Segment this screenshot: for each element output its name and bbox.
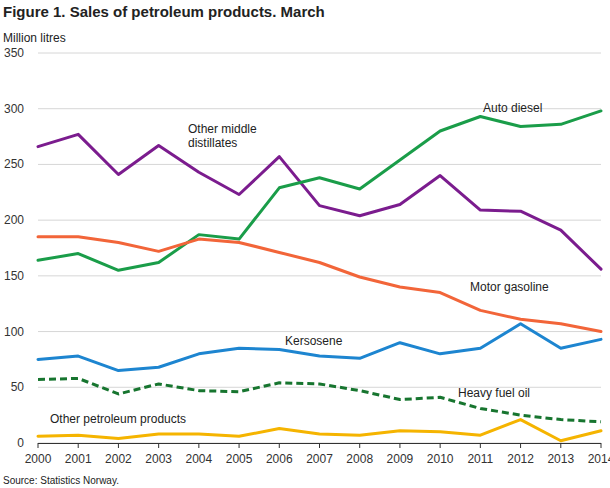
x-tick-label: 2007 bbox=[306, 452, 333, 466]
title: Figure 1. Sales of petroleum products. M… bbox=[3, 3, 325, 20]
y-tick-label: 100 bbox=[4, 325, 24, 339]
y-tick-label: 200 bbox=[4, 213, 24, 227]
grid-line bbox=[38, 275, 601, 276]
series-label: Other middledistillates bbox=[188, 122, 257, 150]
series-label: Kersosene bbox=[285, 334, 343, 348]
plot-area bbox=[38, 111, 601, 441]
x-tick-label: 2005 bbox=[226, 452, 253, 466]
y-label: Million litres bbox=[3, 31, 66, 45]
series-label: Motor gasoline bbox=[470, 280, 549, 294]
chart: Figure 1. Sales of petroleum products. M… bbox=[0, 0, 610, 488]
series-line bbox=[38, 134, 601, 269]
x-tick bbox=[158, 443, 159, 448]
x-tick bbox=[560, 443, 561, 448]
series-label: Auto diesel bbox=[483, 101, 542, 115]
x-tick-label: 2011 bbox=[467, 452, 493, 466]
source: Source: Statistics Norway. bbox=[3, 475, 119, 486]
grid-line bbox=[38, 53, 601, 54]
x-tick bbox=[399, 443, 400, 448]
x-tick-label: 2006 bbox=[266, 452, 293, 466]
x-tick bbox=[520, 443, 521, 448]
series-line bbox=[38, 111, 601, 270]
x-tick bbox=[480, 443, 481, 448]
series-line bbox=[38, 237, 601, 332]
x-tick-label: 2000 bbox=[25, 452, 52, 466]
x-tick bbox=[440, 443, 441, 448]
x-tick bbox=[359, 443, 360, 448]
label-line: Other middle bbox=[188, 122, 257, 136]
x-tick bbox=[118, 443, 119, 448]
x-tick bbox=[601, 443, 602, 448]
x-tick-label: 2008 bbox=[346, 452, 373, 466]
grid-line bbox=[38, 220, 601, 221]
x-tick bbox=[38, 443, 39, 448]
x-tick-label: 2003 bbox=[145, 452, 172, 466]
y-tick-label: 300 bbox=[4, 102, 24, 116]
grid-line bbox=[38, 164, 601, 165]
x-tick bbox=[239, 443, 240, 448]
series-label: Heavy fuel oil bbox=[458, 386, 530, 400]
x-tick-label: 2014 bbox=[588, 452, 610, 466]
x-tick bbox=[78, 443, 79, 448]
series-line bbox=[38, 324, 601, 371]
x-tick-label: 2001 bbox=[65, 452, 92, 466]
series-label: Other petroleum products bbox=[50, 412, 186, 426]
x-tick bbox=[279, 443, 280, 448]
y-tick-label: 0 bbox=[17, 436, 24, 450]
y-tick-label: 350 bbox=[4, 46, 24, 60]
x-tick-label: 2002 bbox=[105, 452, 132, 466]
grid-line bbox=[38, 331, 601, 332]
x-tick-label: 2012 bbox=[507, 452, 534, 466]
y-tick-label: 250 bbox=[4, 157, 24, 171]
y-tick-label: 50 bbox=[11, 380, 25, 394]
x-tick bbox=[198, 443, 199, 448]
y-tick-label: 150 bbox=[4, 269, 24, 283]
x-tick-label: 2013 bbox=[547, 452, 574, 466]
x-tick-label: 2010 bbox=[427, 452, 454, 466]
x-tick bbox=[319, 443, 320, 448]
x-tick-label: 2004 bbox=[186, 452, 213, 466]
x-tick-label: 2009 bbox=[387, 452, 414, 466]
label-line: distillates bbox=[188, 136, 237, 150]
